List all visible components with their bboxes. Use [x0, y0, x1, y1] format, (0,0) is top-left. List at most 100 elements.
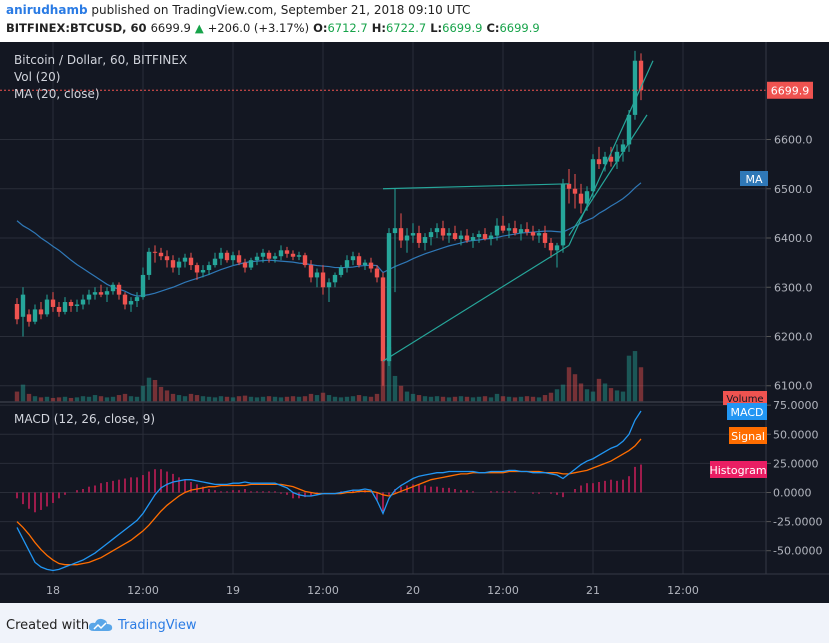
signal-badge	[729, 427, 767, 444]
ma-legend: MA (20, close)	[14, 87, 100, 101]
candle-body	[50, 299, 56, 307]
volume-bar	[356, 395, 362, 402]
candle-body	[152, 251, 158, 253]
volume-bar	[32, 396, 38, 402]
volume-bar	[350, 396, 356, 402]
candle-body	[404, 235, 410, 241]
volume-badge-text: Volume	[726, 394, 763, 405]
trendlines	[382, 60, 654, 362]
candle-body	[200, 270, 206, 273]
macd-axis[interactable]: -50.0000 -25.0000 0.0000 25.0000 50.0000 75.0…	[766, 399, 822, 558]
candle-body	[248, 260, 254, 268]
candle-body	[530, 232, 536, 236]
candle-body	[164, 256, 170, 261]
volume-bar	[458, 396, 464, 402]
volume-bar	[536, 397, 542, 402]
volume-bar	[374, 393, 380, 402]
volume-bar	[530, 396, 536, 402]
candle-body	[128, 301, 134, 305]
price-tick-label: 6500.0	[774, 183, 813, 196]
candle-body	[518, 229, 524, 234]
candle-body	[266, 252, 272, 259]
volume-bar	[548, 392, 554, 402]
candle-body	[458, 235, 464, 239]
volume-bar	[572, 374, 578, 402]
candle-body	[122, 294, 128, 305]
candle-body	[254, 256, 260, 261]
volume-bar	[194, 395, 200, 402]
candle-body	[608, 156, 614, 162]
price-tick-label: 6600.0	[774, 134, 813, 147]
volume-bar	[626, 355, 632, 402]
candle-body	[362, 262, 368, 266]
candle-body	[434, 228, 440, 233]
time-axis[interactable]: 18 12:00 19 12:00 20 12:00 21 12:00	[46, 584, 699, 597]
candle-body	[560, 183, 566, 246]
candle-body	[440, 228, 446, 236]
volume-bar	[200, 396, 206, 402]
quote-line: BITFINEX:BTCUSD, 60 6699.9 ▲ +206.0 (+3.…	[6, 21, 540, 35]
candle-body	[158, 252, 164, 257]
candles	[14, 50, 644, 386]
candle-body	[326, 282, 332, 288]
chart-canvas[interactable]: 6100.0 6200.0 6300.0 6400.0 6500.0 6600.0 -50…	[0, 42, 829, 603]
ma-badge	[740, 171, 768, 186]
candle-body	[260, 252, 266, 257]
macd-badge	[727, 403, 767, 420]
candle-body	[242, 262, 248, 268]
candle-body	[638, 60, 644, 91]
published-text: published on TradingView.com, September …	[91, 3, 471, 17]
candle-body	[374, 268, 380, 278]
volume-bar	[554, 389, 560, 402]
candle-body	[494, 225, 500, 236]
volume-bar	[176, 395, 182, 402]
candle-body	[272, 256, 278, 259]
tradingview-link[interactable]: TradingView	[118, 618, 197, 633]
volume-bar	[278, 397, 284, 402]
volume-bar	[128, 396, 134, 402]
candle-body	[554, 245, 560, 251]
volume-bar	[56, 397, 62, 402]
low-value: 6699.9	[442, 21, 483, 35]
signal-badge-text: Signal	[731, 430, 765, 443]
chart-area[interactable]: 6100.0 6200.0 6300.0 6400.0 6500.0 6600.0 -50…	[0, 42, 829, 603]
volume-bar	[326, 395, 332, 402]
volume-bar	[110, 396, 116, 402]
candle-body	[380, 277, 386, 362]
volume-bar	[470, 397, 476, 402]
candle-body	[182, 257, 188, 262]
volume-bar	[116, 395, 122, 402]
candle-body	[446, 233, 452, 236]
time-tick-label: 12:00	[667, 584, 699, 597]
volume-bar	[638, 367, 644, 402]
price-tick-label: 6200.0	[774, 331, 813, 344]
up-arrow-icon: ▲	[194, 21, 204, 35]
candle-body	[278, 250, 284, 257]
tradingview-cloud-icon[interactable]	[88, 617, 114, 633]
candle-body	[134, 297, 140, 302]
volume-bar	[386, 347, 392, 402]
volume-bar	[50, 397, 56, 402]
volume-bar	[632, 351, 638, 402]
volume-bar	[212, 397, 218, 402]
volume-bar	[482, 396, 488, 402]
candle-body	[188, 257, 194, 266]
price-badge-text: 6699.9	[771, 84, 810, 97]
volume-bar	[368, 396, 374, 402]
candle-body	[578, 193, 584, 204]
author-link[interactable]: anirudhamb	[6, 3, 88, 17]
volume-bar	[392, 375, 398, 402]
volume-bar	[488, 397, 494, 402]
time-tick-label: 20	[406, 584, 420, 597]
volume-bar	[446, 397, 452, 402]
candle-body	[62, 302, 68, 312]
close-label: C:	[486, 21, 500, 35]
candle-body	[476, 234, 482, 238]
vol-legend: Vol (20)	[14, 70, 60, 84]
volume-bar	[206, 396, 212, 402]
price-axis[interactable]: 6100.0 6200.0 6300.0 6400.0 6500.0 6600.0	[766, 134, 813, 393]
volume-bar	[434, 396, 440, 402]
candle-body	[470, 237, 476, 241]
price-tick-label: 6300.0	[774, 281, 813, 294]
volume-bar	[86, 396, 92, 402]
